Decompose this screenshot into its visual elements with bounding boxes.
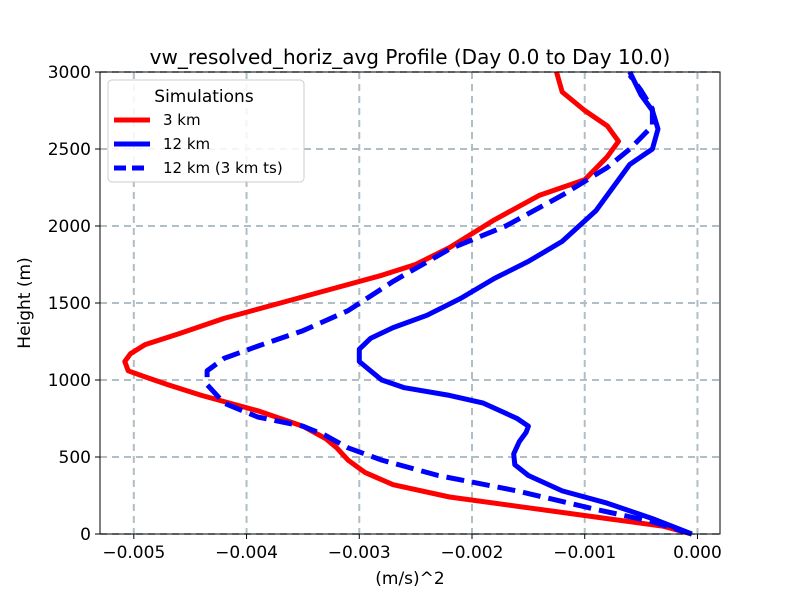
legend-box [107,79,305,183]
legend-label-1: 3 km [163,111,201,129]
y-tick-label: 1000 [48,371,91,391]
x-tick-label: −0.005 [102,543,165,563]
series-line-3 [204,73,693,537]
series-line-2 [356,70,693,537]
y-tick-label: 0 [80,525,91,545]
x-axis-ticks: −0.005 −0.004 −0.003 −0.002 −0.001 0.000 [102,534,722,563]
y-axis-title: Height (m) [15,257,35,348]
series-line-1 [122,71,693,537]
y-tick-label: 2500 [48,140,91,160]
x-tick-label: −0.003 [328,543,391,563]
series-lines [122,70,693,537]
y-axis-ticks: 0 500 1000 1500 2000 2500 3000 [48,63,100,545]
legend-label-2: 12 km [163,135,210,153]
legend-title: Simulations [154,87,254,107]
x-tick-label: −0.001 [553,543,616,563]
legend: Simulations 3 km 12 km 12 km (3 km ts) [107,79,305,183]
chart-title: vw_resolved_horiz_avg Profile (Day 0.0 t… [150,45,671,69]
y-tick-label: 1500 [48,294,91,314]
x-tick-label: −0.002 [441,543,504,563]
x-tick-label: −0.004 [215,543,278,563]
y-tick-label: 2000 [48,217,91,237]
y-tick-label: 500 [59,448,91,468]
x-tick-label: 0.000 [673,543,722,563]
legend-label-3: 12 km (3 km ts) [163,159,283,177]
x-axis-title: (m/s)^2 [375,569,444,589]
y-tick-label: 3000 [48,63,91,83]
